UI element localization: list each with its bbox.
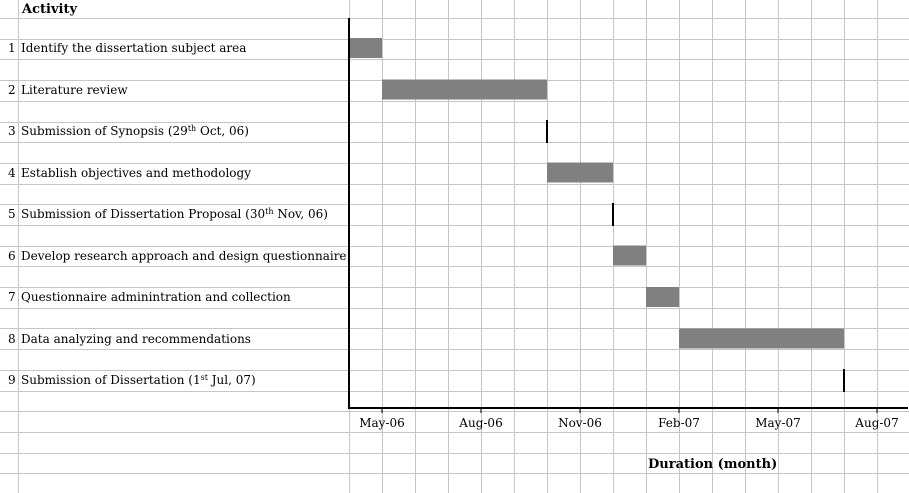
task-bar	[382, 79, 547, 100]
task-label: Questionnaire adminintration and collect…	[21, 290, 291, 304]
x-tick-label: Aug-07	[855, 416, 899, 430]
task-number: 4	[8, 165, 16, 180]
task-label: Data analyzing and recommendations	[21, 331, 251, 346]
activity-header: Activity	[22, 2, 77, 17]
task-number: 5	[8, 207, 16, 221]
task-label: Submission of Synopsis (29th Oct, 06)	[21, 124, 249, 138]
task-number: 3	[8, 124, 16, 138]
task-bar	[679, 328, 844, 349]
task-label: Identify the dissertation subject area	[21, 41, 247, 55]
task-label: Establish objectives and methodology	[21, 165, 251, 180]
x-axis-title: Duration (month)	[648, 457, 778, 472]
x-tick-label: Nov-06	[558, 416, 602, 430]
ordinal-suffix: st	[200, 373, 208, 382]
x-tick-label: May-06	[359, 416, 405, 430]
task-bar	[646, 287, 679, 307]
task-number: 7	[8, 290, 16, 304]
task-number: 2	[8, 82, 16, 97]
x-tick-label: Feb-07	[658, 416, 700, 430]
task-number: 6	[8, 248, 16, 263]
task-bar	[547, 162, 613, 183]
task-number: 9	[8, 373, 16, 387]
ordinal-suffix: th	[265, 207, 274, 216]
task-bar	[613, 245, 646, 266]
x-tick-label: Aug-06	[459, 416, 503, 430]
task-label: Develop research approach and design que…	[21, 248, 347, 263]
task-bar	[349, 38, 382, 58]
task-number: 1	[8, 41, 16, 55]
ordinal-suffix: th	[187, 124, 197, 133]
task-label: Literature review	[21, 82, 128, 97]
task-number: 8	[8, 331, 16, 346]
task-label: Submission of Dissertation (1st Jul, 07)	[21, 373, 256, 387]
x-tick-label: May-07	[755, 416, 801, 430]
task-label: Submission of Dissertation Proposal (30t…	[21, 207, 328, 221]
